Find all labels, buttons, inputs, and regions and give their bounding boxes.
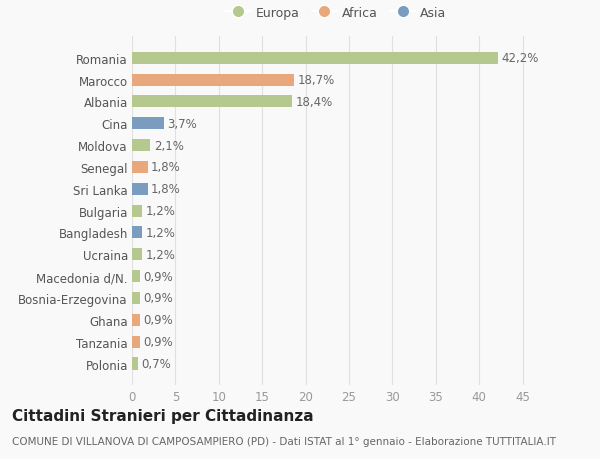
Bar: [132, 336, 140, 348]
Text: 18,7%: 18,7%: [298, 74, 335, 87]
Text: 0,9%: 0,9%: [143, 270, 173, 283]
Text: 0,9%: 0,9%: [143, 292, 173, 305]
Bar: [132, 140, 150, 152]
Bar: [132, 53, 499, 65]
Text: 0,9%: 0,9%: [143, 336, 173, 348]
Text: 42,2%: 42,2%: [502, 52, 539, 65]
Bar: [132, 118, 164, 130]
Bar: [132, 314, 140, 326]
Bar: [132, 227, 142, 239]
Text: 1,8%: 1,8%: [151, 183, 181, 196]
Text: 1,2%: 1,2%: [146, 248, 176, 261]
Bar: [132, 96, 292, 108]
Text: 0,9%: 0,9%: [143, 313, 173, 327]
Bar: [132, 162, 148, 174]
Text: 1,2%: 1,2%: [146, 226, 176, 240]
Legend: Europa, Africa, Asia: Europa, Africa, Asia: [222, 3, 450, 23]
Text: 0,7%: 0,7%: [142, 357, 171, 370]
Text: COMUNE DI VILLANOVA DI CAMPOSAMPIERO (PD) - Dati ISTAT al 1° gennaio - Elaborazi: COMUNE DI VILLANOVA DI CAMPOSAMPIERO (PD…: [12, 436, 556, 446]
Text: 1,8%: 1,8%: [151, 161, 181, 174]
Text: 18,4%: 18,4%: [295, 95, 332, 109]
Bar: [132, 183, 148, 196]
Bar: [132, 270, 140, 283]
Text: 1,2%: 1,2%: [146, 205, 176, 218]
Text: 3,7%: 3,7%: [167, 118, 197, 130]
Bar: [132, 249, 142, 261]
Bar: [132, 358, 138, 369]
Bar: [132, 205, 142, 217]
Bar: [132, 74, 295, 86]
Text: Cittadini Stranieri per Cittadinanza: Cittadini Stranieri per Cittadinanza: [12, 409, 314, 424]
Text: 2,1%: 2,1%: [154, 139, 184, 152]
Bar: [132, 292, 140, 304]
